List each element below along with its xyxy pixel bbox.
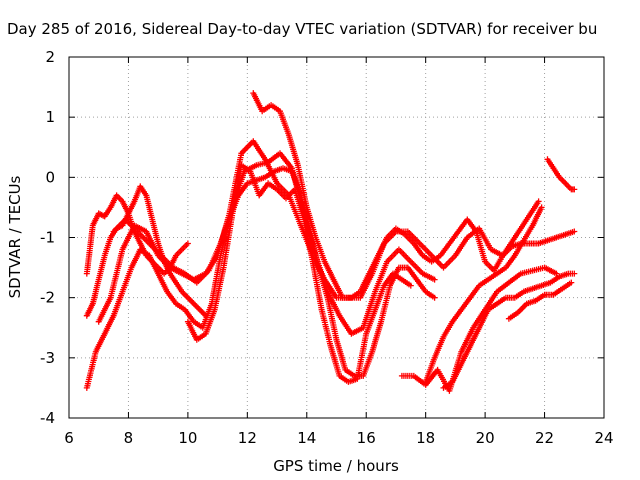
series-track-11 bbox=[505, 279, 575, 322]
y-tick-label: -2 bbox=[40, 289, 55, 307]
series-track-12 bbox=[544, 156, 578, 193]
grid bbox=[69, 57, 604, 418]
y-axis-title: SDTVAR / TECUs bbox=[6, 175, 24, 298]
data-point-markers bbox=[505, 279, 575, 322]
y-tick-label: 1 bbox=[45, 108, 55, 126]
x-tick-label: 22 bbox=[535, 429, 554, 447]
y-tick-label: 2 bbox=[45, 48, 55, 66]
x-tick-label: 12 bbox=[238, 429, 257, 447]
chart-title: Day 285 of 2016, Sidereal Day-to-day VTE… bbox=[7, 20, 597, 38]
data-point-markers bbox=[184, 162, 414, 385]
x-tick-label: 6 bbox=[64, 429, 74, 447]
x-tick-label: 8 bbox=[124, 429, 134, 447]
x-tick-label: 14 bbox=[297, 429, 316, 447]
data-point-markers bbox=[440, 270, 578, 391]
x-tick-label: 24 bbox=[594, 429, 613, 447]
y-tick-label: -4 bbox=[40, 409, 55, 427]
y-tick-label: -3 bbox=[40, 349, 55, 367]
x-tick-label: 18 bbox=[416, 429, 435, 447]
series-track-10 bbox=[440, 270, 578, 391]
series-track-9 bbox=[422, 204, 545, 385]
y-tick-label: 0 bbox=[45, 168, 55, 186]
x-tick-label: 10 bbox=[178, 429, 197, 447]
data-marks bbox=[83, 90, 578, 394]
y-tick-label: -1 bbox=[40, 229, 55, 247]
x-axis-title: GPS time / hours bbox=[273, 457, 399, 475]
x-tick-label: 20 bbox=[476, 429, 495, 447]
x-tick-label: 16 bbox=[357, 429, 376, 447]
data-point-markers bbox=[544, 156, 578, 193]
series-track-7 bbox=[184, 162, 414, 385]
data-point-markers bbox=[422, 204, 545, 385]
